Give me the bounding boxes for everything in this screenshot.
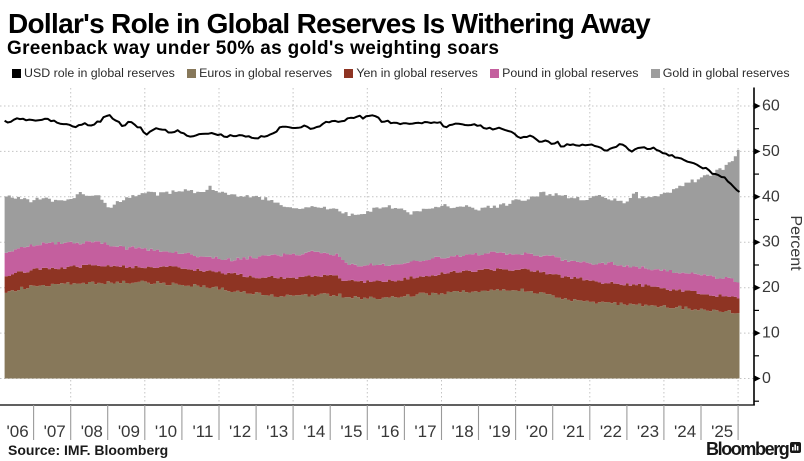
svg-text:'25: '25 <box>711 422 733 441</box>
svg-text:40: 40 <box>762 188 780 205</box>
svg-text:'22: '22 <box>600 422 622 441</box>
svg-text:'11: '11 <box>193 422 214 441</box>
svg-text:'21: '21 <box>563 422 585 441</box>
svg-text:'12: '12 <box>229 422 251 441</box>
svg-text:Percent: Percent <box>787 215 804 271</box>
svg-text:10: 10 <box>762 325 780 342</box>
svg-text:50: 50 <box>762 143 780 160</box>
svg-text:'10: '10 <box>155 422 177 441</box>
svg-text:'09: '09 <box>118 422 140 441</box>
svg-text:'20: '20 <box>526 422 548 441</box>
svg-text:0: 0 <box>762 370 771 387</box>
svg-text:'14: '14 <box>303 422 325 441</box>
svg-text:'13: '13 <box>266 422 288 441</box>
svg-text:'17: '17 <box>414 422 436 441</box>
svg-text:'16: '16 <box>377 422 399 441</box>
svg-text:'18: '18 <box>452 422 474 441</box>
svg-text:'08: '08 <box>81 422 103 441</box>
svg-text:'06: '06 <box>7 422 29 441</box>
svg-text:60: 60 <box>762 98 780 115</box>
svg-text:'23: '23 <box>637 422 659 441</box>
svg-text:20: 20 <box>762 279 780 296</box>
svg-text:'19: '19 <box>489 422 511 441</box>
svg-text:'24: '24 <box>674 422 696 441</box>
svg-text:'07: '07 <box>44 422 66 441</box>
svg-text:'15: '15 <box>340 422 362 441</box>
svg-text:30: 30 <box>762 234 780 251</box>
